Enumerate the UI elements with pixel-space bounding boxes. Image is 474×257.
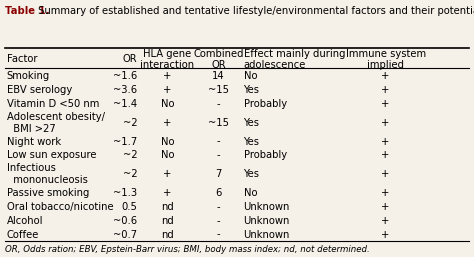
Text: +: +	[163, 85, 172, 95]
Text: Table 1.: Table 1.	[5, 6, 49, 16]
Text: Probably: Probably	[244, 99, 287, 109]
Text: +: +	[382, 169, 390, 179]
Text: +: +	[382, 188, 390, 198]
Text: 0.5: 0.5	[122, 202, 137, 212]
Text: -: -	[217, 99, 220, 109]
Text: ~1.7: ~1.7	[113, 136, 137, 146]
Text: +: +	[382, 150, 390, 160]
Text: ~0.6: ~0.6	[113, 216, 137, 226]
Text: No: No	[244, 71, 257, 81]
Text: Factor: Factor	[7, 54, 37, 65]
Text: 14: 14	[212, 71, 225, 81]
Text: -: -	[217, 136, 220, 146]
Text: Vitamin D <50 nm: Vitamin D <50 nm	[7, 99, 99, 109]
Text: +: +	[382, 85, 390, 95]
Text: +: +	[163, 188, 172, 198]
Text: nd: nd	[161, 202, 173, 212]
Text: +: +	[382, 71, 390, 81]
Text: ~2: ~2	[123, 150, 137, 160]
Text: -: -	[217, 230, 220, 240]
Text: +: +	[382, 230, 390, 240]
Text: -: -	[217, 216, 220, 226]
Text: Unknown: Unknown	[244, 216, 290, 226]
Text: +: +	[163, 118, 172, 128]
Text: +: +	[382, 202, 390, 212]
Text: Unknown: Unknown	[244, 202, 290, 212]
Text: ~15: ~15	[208, 85, 229, 95]
Text: Effect mainly during
adolescence: Effect mainly during adolescence	[244, 49, 345, 70]
Text: Immune system
implied: Immune system implied	[346, 49, 426, 70]
Text: Alcohol: Alcohol	[7, 216, 43, 226]
Text: nd: nd	[161, 230, 173, 240]
Text: ~2: ~2	[123, 169, 137, 179]
Text: Passive smoking: Passive smoking	[7, 188, 89, 198]
Text: Oral tobacco/nicotine: Oral tobacco/nicotine	[7, 202, 113, 212]
Text: ~2: ~2	[123, 118, 137, 128]
Text: ~1.3: ~1.3	[113, 188, 137, 198]
Text: No: No	[161, 99, 174, 109]
Text: Coffee: Coffee	[7, 230, 39, 240]
Text: +: +	[163, 169, 172, 179]
Text: HLA gene
interaction: HLA gene interaction	[140, 49, 194, 70]
Text: EBV serology: EBV serology	[7, 85, 72, 95]
Text: +: +	[382, 118, 390, 128]
Text: nd: nd	[161, 216, 173, 226]
Text: Smoking: Smoking	[7, 71, 50, 81]
Text: +: +	[382, 99, 390, 109]
Text: OR: OR	[123, 54, 137, 65]
Text: Yes: Yes	[244, 136, 260, 146]
Text: Yes: Yes	[244, 169, 260, 179]
Text: ~15: ~15	[208, 118, 229, 128]
Text: Probably: Probably	[244, 150, 287, 160]
Text: No: No	[161, 150, 174, 160]
Text: ~1.6: ~1.6	[113, 71, 137, 81]
Text: No: No	[161, 136, 174, 146]
Text: -: -	[217, 150, 220, 160]
Text: +: +	[163, 71, 172, 81]
Text: +: +	[382, 216, 390, 226]
Text: Yes: Yes	[244, 118, 260, 128]
Text: Low sun exposure: Low sun exposure	[7, 150, 96, 160]
Text: OR, Odds ration; EBV, Epstein-Barr virus; BMI, body mass index; nd, not determin: OR, Odds ration; EBV, Epstein-Barr virus…	[5, 245, 370, 254]
Text: 7: 7	[215, 169, 222, 179]
Text: Yes: Yes	[244, 85, 260, 95]
Text: ~3.6: ~3.6	[113, 85, 137, 95]
Text: Combined
OR: Combined OR	[193, 49, 244, 70]
Text: Infectious
  mononucleosis: Infectious mononucleosis	[7, 163, 88, 185]
Text: ~0.7: ~0.7	[113, 230, 137, 240]
Text: Night work: Night work	[7, 136, 61, 146]
Text: Summary of established and tentative lifestyle/environmental factors and their p: Summary of established and tentative lif…	[35, 6, 474, 16]
Text: 6: 6	[215, 188, 222, 198]
Text: No: No	[244, 188, 257, 198]
Text: Adolescent obesity/
  BMI >27: Adolescent obesity/ BMI >27	[7, 112, 105, 134]
Text: Unknown: Unknown	[244, 230, 290, 240]
Text: +: +	[382, 136, 390, 146]
Text: -: -	[217, 202, 220, 212]
Text: ~1.4: ~1.4	[113, 99, 137, 109]
